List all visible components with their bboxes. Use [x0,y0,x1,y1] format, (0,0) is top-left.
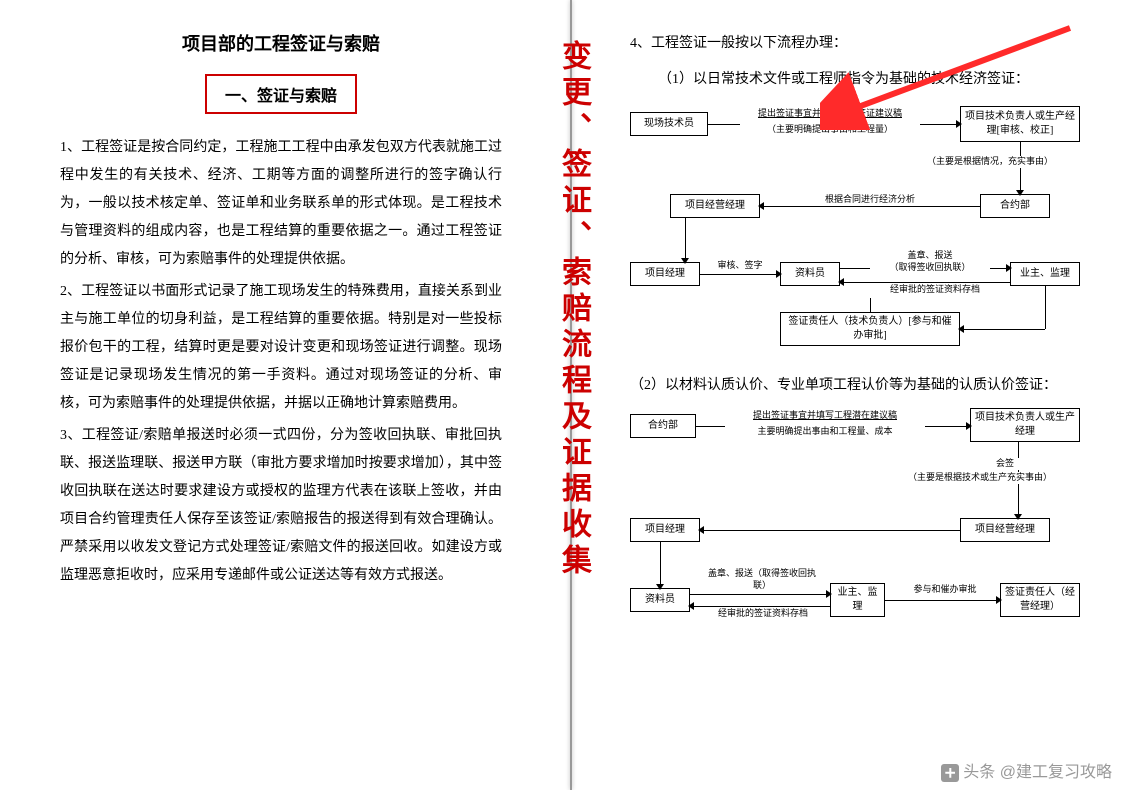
fc1-edge-1b: （主要明确提出事由和工程量） [740,124,920,136]
watermark-text: 头条 @建工复习攻略 [963,764,1112,781]
fc2-node-7: 签证责任人（经营经理） [1000,583,1080,617]
fc1-node-5: 项目经理 [630,262,700,286]
flowchart-2: 合约部 项目技术负责人或生产经理 项目经理 项目经营经理 资料员 业主、监理 签… [630,408,1090,638]
fc1-node-3: 项目经营经理 [670,194,760,218]
fc2-edge-1a: 提出签证事宜并填写工程潜在建议稿 [720,410,930,422]
fc2-node-3: 项目经理 [630,518,700,542]
fc2-edge-2a: 会签 [930,458,1080,470]
fc1-edge-5a: 盖章、报送 [880,250,980,262]
section-title: 一、签证与索赔 [60,74,502,114]
fc1-edge-3: 根据合同进行经济分析 [800,194,940,206]
fc2-node-5: 资料员 [630,588,690,612]
fc2-edge-3a: 盖章、报送（取得签收回执联） [702,568,822,591]
fc1-node-2: 项目技术负责人或生产经理[审核、校正] [960,106,1080,142]
right-page: 4、工程签证一般按以下流程办理： （1）以日常技术文件或工程师指令为基础的技术经… [590,0,1142,790]
fc1-edge-2: （主要是根据情况，充实事由） [900,156,1080,168]
fc1-node-4: 合约部 [980,194,1050,218]
fc2-node-6: 业主、监理 [830,583,885,617]
subheading-1: （1）以日常技术文件或工程师指令为基础的技术经济签证： [630,66,1092,94]
flowchart-1: 现场技术员 项目技术负责人或生产经理[审核、校正] 项目经营经理 合约部 项目经… [630,102,1090,362]
paragraph-2: 2、工程签证以书面形式记录了施工现场发生的特殊费用，直接关系到业主与施工单位的切… [60,278,502,418]
heading-4: 4、工程签证一般按以下流程办理： [630,30,1092,58]
fc2-edge-3b: 经审批的签证资料存档 [708,608,818,620]
fc2-edge-4: 参与和催办审批 [900,584,990,596]
section-title-text: 一、签证与索赔 [205,74,357,114]
paragraph-1: 1、工程签证是按合同约定，工程施工工程中由承发包双方代表就施工过程中发生的有关技… [60,134,502,274]
fc1-node-7: 业主、监理 [1010,262,1080,286]
fc1-node-1: 现场技术员 [630,112,708,136]
subheading-2: （2）以材料认质认价、专业单项工程认价等为基础的认质认价签证： [630,372,1092,400]
toutiao-icon [941,764,959,782]
center-spine: 变更、签证、索赔流程及证据收集 [552,0,590,790]
fc2-node-1: 合约部 [630,414,696,438]
fc2-edge-1b: 主要明确提出事由和工程量、成本 [725,426,925,438]
fc1-edge-4: 审核、签字 [710,260,770,272]
document-title: 项目部的工程签证与索赔 [60,30,502,56]
fc1-edge-5b: （取得签收回执联） [870,262,990,274]
fc1-node-6: 资料员 [780,262,840,286]
watermark: 头条 @建工复习攻略 [941,758,1112,782]
left-page: 项目部的工程签证与索赔 一、签证与索赔 1、工程签证是按合同约定，工程施工工程中… [0,0,552,790]
fc2-node-2: 项目技术负责人或生产经理 [970,408,1080,442]
fc1-node-8: 签证责任人（技术负责人）[参与和催办审批] [780,312,960,346]
fc2-edge-2b: （主要是根据技术或生产充实事由） [880,472,1080,484]
vertical-title: 变更、签证、索赔流程及证据收集 [554,40,588,580]
paragraph-3: 3、工程签证/索赔单报送时必须一式四份，分为签收回执联、审批回执联、报送监理联、… [60,422,502,590]
fc1-edge-6: 经审批的签证资料存档 [875,284,995,296]
fc2-node-4: 项目经营经理 [960,518,1050,542]
fc1-edge-1a: 提出签证事宜并填写工程签证建议稿 [725,108,935,120]
